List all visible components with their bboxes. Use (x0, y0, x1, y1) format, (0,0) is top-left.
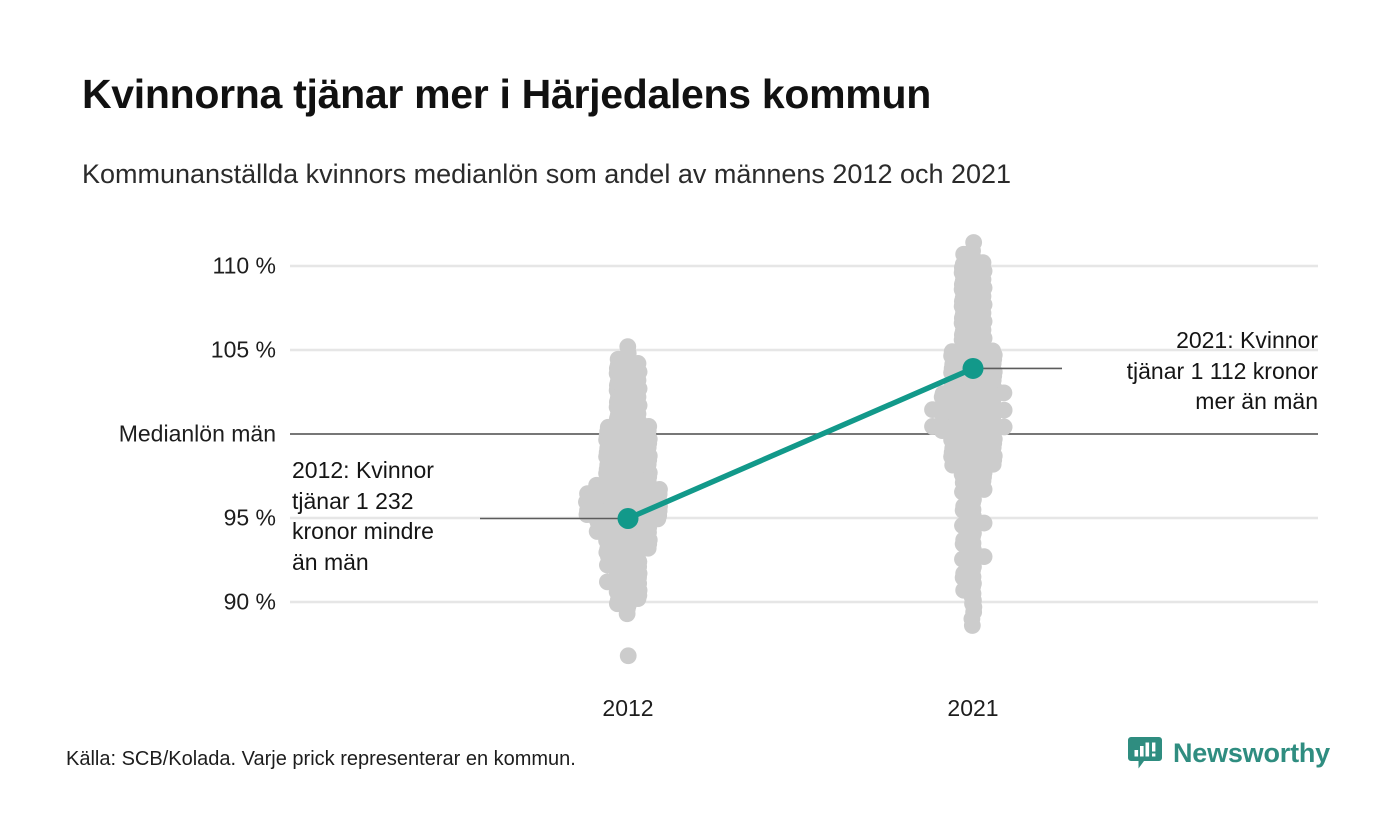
y-axis-tick-label: 110 % (212, 252, 276, 279)
swarm-dot (619, 338, 637, 356)
source-note: Källa: SCB/Kolada. Varje prick represent… (66, 748, 576, 770)
x-axis-tick-label-2021: 2021 (947, 695, 999, 721)
newsworthy-logo: Newsworthy (1127, 735, 1330, 771)
annotation-2021: 2021: Kvinnor tjänar 1 112 kronor mer än… (1126, 327, 1318, 415)
dot-swarm-2021 (924, 234, 1013, 634)
y-axis-tick-label: 95 % (223, 504, 276, 531)
chart-subtitle: Kommunanställda kvinnors medianlön som a… (82, 159, 1012, 189)
x-axis-tick-label-2012: 2012 (602, 695, 654, 721)
dot-swarm-2012 (578, 338, 668, 665)
highlight-dot-2021[interactable] (962, 357, 984, 379)
highlight-dot-2012[interactable] (617, 508, 639, 530)
annotation-2012: 2012: Kvinnor tjänar 1 232 kronor mindre… (292, 457, 434, 575)
swarm-dot (619, 647, 637, 665)
y-axis-tick-label: Medianlön män (118, 420, 276, 447)
y-axis-tick-label: 105 % (210, 336, 276, 363)
swarm-dot (965, 234, 983, 251)
y-axis-tick-label: 90 % (223, 588, 276, 615)
brand-name: Newsworthy (1172, 737, 1330, 768)
page-title: Kvinnorna tjänar mer i Härjedalens kommu… (82, 71, 931, 117)
speech-bubble-bar-chart-icon (1127, 735, 1163, 771)
highlight-connector-line (625, 365, 976, 522)
